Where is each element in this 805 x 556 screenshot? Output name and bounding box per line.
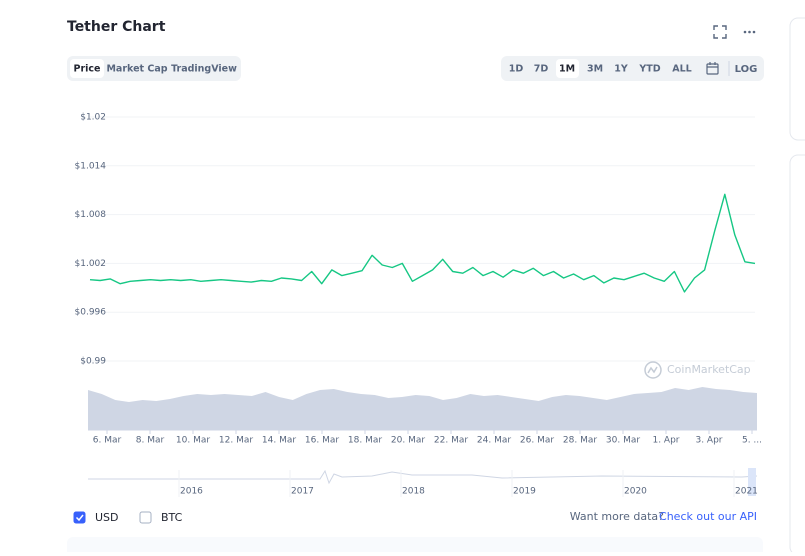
navigator-handle[interactable] (748, 468, 756, 496)
view-tab[interactable]: TradingView (171, 64, 237, 75)
currency-label: USD (95, 511, 119, 524)
view-tab[interactable]: Price (74, 64, 101, 75)
range-button[interactable]: 7D (534, 64, 549, 75)
x-tick-label: 28. Mar (563, 436, 597, 446)
year-label: 2021 (735, 487, 758, 497)
x-tick-label: 8. Mar (136, 436, 165, 446)
more-icon[interactable] (743, 30, 756, 34)
range-button[interactable]: 1Y (614, 64, 628, 75)
side-card (789, 17, 805, 141)
y-tick-label: $0.996 (75, 308, 107, 318)
watermark: CoinMarketCap (667, 363, 751, 376)
log-button[interactable]: LOG (735, 64, 758, 75)
x-tick-label: 16. Mar (305, 436, 339, 446)
api-prompt: Want more data? (570, 510, 664, 523)
active-tab (70, 59, 104, 78)
active-range (556, 59, 579, 78)
year-label: 2018 (402, 487, 425, 497)
x-tick-label: 22. Mar (434, 436, 468, 446)
year-label: 2019 (513, 487, 536, 497)
view-tab-group (67, 56, 241, 81)
y-tick-label: $1.014 (75, 161, 107, 171)
x-tick-label: 14. Mar (262, 436, 296, 446)
x-tick-label: 18. Mar (348, 436, 382, 446)
navigator-line (88, 469, 758, 485)
price-line (89, 193, 756, 293)
y-tick-label: $1.008 (75, 210, 107, 220)
year-label: 2017 (291, 487, 314, 497)
x-tick-label: 1. Apr (652, 436, 679, 446)
view-tab[interactable]: Market Cap (106, 64, 167, 75)
range-button[interactable]: 3M (587, 64, 603, 75)
y-tick-label: $1.02 (80, 113, 106, 123)
range-button[interactable]: ALL (672, 64, 691, 75)
x-tick-label: 12. Mar (219, 436, 253, 446)
x-tick-label: 20. Mar (391, 436, 425, 446)
y-tick-label: $1.002 (75, 259, 107, 269)
side-card (789, 154, 805, 556)
x-tick-label: 24. Mar (477, 436, 511, 446)
range-button[interactable]: 1M (559, 64, 575, 75)
calendar-icon[interactable] (706, 62, 719, 75)
range-button[interactable]: 1D (509, 64, 524, 75)
year-label: 2020 (624, 487, 647, 497)
volume-area (88, 387, 757, 430)
check-mark (75, 514, 84, 522)
range-button[interactable]: YTD (638, 64, 660, 75)
checkbox[interactable] (139, 511, 152, 524)
x-tick-label: 30. Mar (606, 436, 640, 446)
next-section (67, 537, 763, 556)
x-tick-label: 6. Mar (93, 436, 122, 446)
watermark-logo (644, 361, 662, 379)
x-tick-label: 3. Apr (695, 436, 722, 446)
x-tick-label: 10. Mar (176, 436, 210, 446)
api-link[interactable]: Check out our API (659, 510, 757, 523)
currency-label: BTC (161, 511, 183, 524)
x-tick-label: 26. Mar (520, 436, 554, 446)
title: Tether Chart (67, 19, 166, 35)
y-tick-label: $0.99 (80, 357, 106, 367)
checkbox[interactable] (73, 511, 86, 524)
fullscreen-icon[interactable] (713, 25, 727, 39)
year-label: 2016 (180, 487, 203, 497)
x-tick-label: 5. ... (742, 436, 762, 446)
